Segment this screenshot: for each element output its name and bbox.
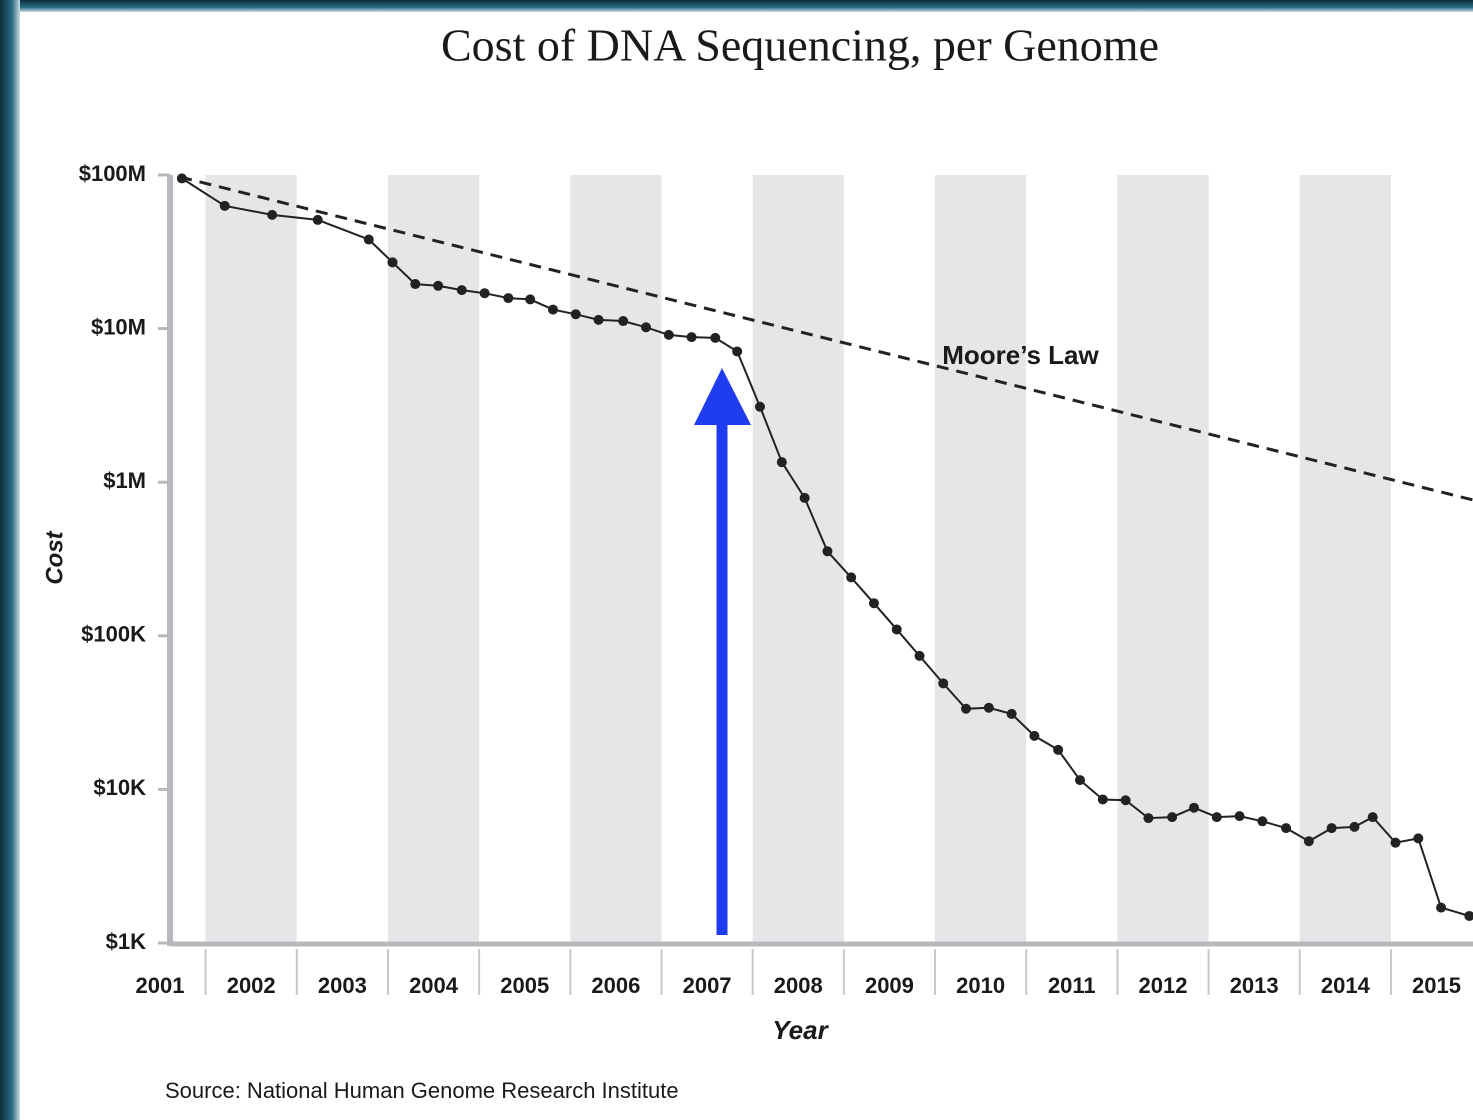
data-point [663,329,674,340]
y-tick-label: $10K [93,775,146,800]
bands [204,175,1392,995]
data-point [754,401,765,412]
data-point [1188,802,1199,813]
data-point [456,285,467,296]
x-tick-label: 2004 [409,973,459,998]
data-point [267,209,278,220]
data-point [799,492,810,503]
arrow-head [694,368,751,425]
data-point [1436,902,1447,913]
data-point [732,346,743,357]
data-point [983,702,994,713]
data-point [1143,813,1154,824]
y-tick-label: $10M [91,314,146,339]
data-point [618,316,629,327]
data-point [822,546,833,557]
data-point [433,280,444,291]
data-point [1097,794,1108,805]
data-point [1006,708,1017,719]
source: Source: National Human Genome Research I… [165,1078,679,1103]
year-band [387,175,480,943]
data-point [570,309,581,320]
data-point [938,678,949,689]
data-point [1367,812,1378,823]
x-tick-label: 2007 [683,973,732,998]
x-axis-label: Year [772,1015,829,1045]
x-tick-label: 2009 [865,973,914,998]
x-tick-label: 2005 [500,973,549,998]
year-band [935,175,1027,943]
data-point [1120,795,1131,806]
data-point [593,314,604,325]
data-point [1053,744,1064,755]
frame-top [0,0,1473,12]
data-point [525,294,536,305]
data-point [1413,833,1424,844]
data-point [363,234,374,245]
data-point [312,214,323,225]
data-point [846,572,857,583]
data-point [891,624,902,635]
x-tick-label: 2001 [136,973,185,998]
data-point [1029,730,1040,741]
y-axis-label: Cost [41,530,68,584]
data-point [686,332,697,343]
x-tick-label: 2013 [1230,973,1279,998]
data-point [868,598,879,609]
data-point [961,703,972,714]
data-point [1211,812,1222,823]
plot: 2001 2002 2003 2004 2005 2006 2007 2008 2009 2010… [79,161,1473,998]
x-tick-label: 2010 [956,973,1005,998]
data-point [479,288,490,299]
data-point [710,332,721,343]
year-band [570,175,662,943]
data-point [1234,811,1245,822]
x-tick-label: 2003 [318,973,367,998]
x-tick-label: 2008 [774,973,823,998]
year-band [752,175,844,943]
data-point [410,279,421,290]
y-tick-label: $100K [81,622,146,647]
x-tick-label: 2015 [1412,973,1461,998]
x-tick-label: 2002 [227,973,276,998]
x-tick-label: 2011 [1048,973,1096,998]
data-point [1303,836,1314,847]
data-point [776,457,787,468]
x-tick-label: 2006 [591,973,640,998]
data-point [1349,821,1360,832]
data-point [1075,775,1086,786]
legend-label: Moore’s Law [942,340,1099,370]
data-point [219,200,230,211]
data-point [1167,812,1178,823]
year-band [205,175,297,943]
data-point [1257,816,1268,827]
frame-left [0,0,20,1120]
data-point [1464,910,1473,921]
data-point [547,304,558,315]
data-point [914,650,925,661]
y-tick-label: $100M [79,161,146,186]
y-tick-label: $1K [106,929,146,954]
x-tick-label: 2014 [1321,973,1371,998]
data-point [640,322,651,333]
year-band [1117,175,1209,943]
chart-title: Cost of DNA Sequencing, per Genome [441,20,1159,71]
x-tick-label: 2012 [1139,973,1188,998]
trend-line [179,175,1473,502]
data-point [503,293,514,304]
data-point [1281,823,1292,834]
data-point [1326,823,1337,834]
data-point [387,257,398,268]
y-tick-label: $1M [103,468,146,493]
data-point [1390,837,1401,848]
